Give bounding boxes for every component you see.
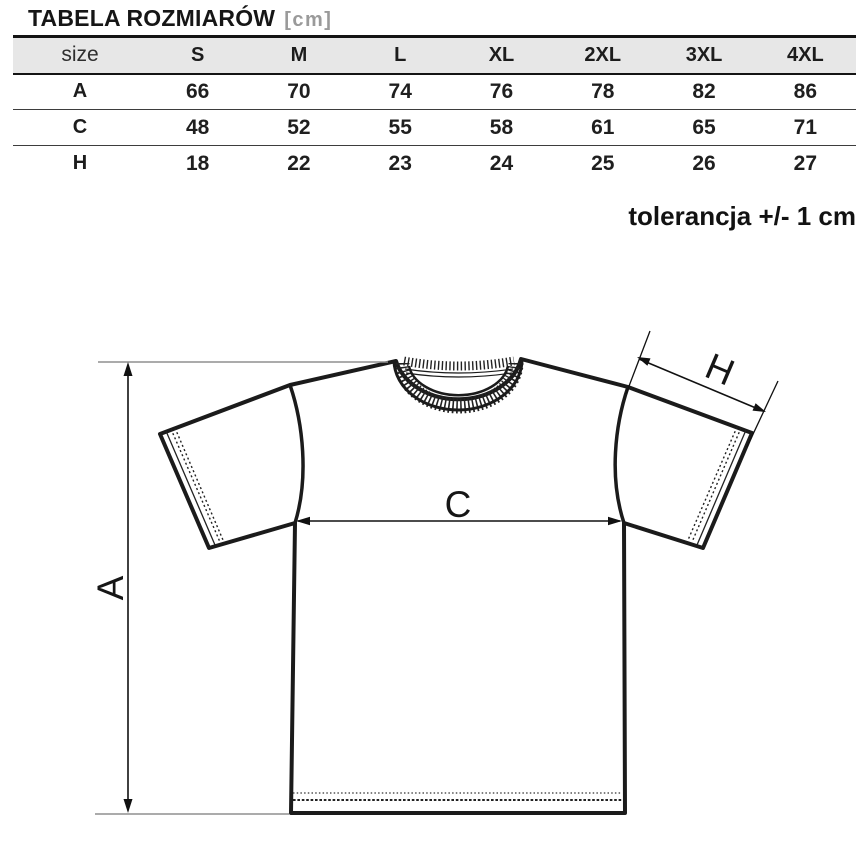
collar-seam-line-1 <box>404 368 514 374</box>
size-table-title-text: TABELA ROZMIARÓW <box>28 5 276 31</box>
size-table: size S M L XL 2XL 3XL 4XL A 66 70 74 76 78 82 86 C 48 52 5… <box>13 35 856 182</box>
col-header-2xl: 2XL <box>584 43 622 66</box>
col-header-size: size <box>61 43 99 67</box>
table-row-h: H 18 22 23 24 25 26 27 <box>13 146 856 182</box>
size-table-title: TABELA ROZMIARÓW [cm] <box>28 5 332 32</box>
dim-a-label: A <box>90 575 131 600</box>
size-value-cell: 26 <box>692 151 716 175</box>
size-value-cell: 65 <box>692 115 716 139</box>
dim-h-arrow-right <box>752 403 766 412</box>
size-value-cell: 23 <box>388 151 412 175</box>
right-cuff-seam-line <box>696 429 747 546</box>
tolerance-note: tolerancja +/- 1 cm <box>628 201 856 231</box>
col-header-3xl: 3XL <box>685 43 723 66</box>
collar-seam-line-2 <box>405 372 513 378</box>
size-value-cell: 22 <box>287 151 311 175</box>
dim-h-arrow-left <box>637 357 651 366</box>
size-value-cell: 86 <box>793 79 818 103</box>
size-value-cell: 61 <box>591 115 615 139</box>
collar-inner-edge <box>407 365 510 397</box>
dim-c-arrow-right <box>608 516 622 526</box>
left-armhole-seam <box>288 384 305 524</box>
shirt-outline <box>158 357 754 815</box>
right-cuff-stitch-2 <box>687 426 738 541</box>
size-value-cell: 55 <box>388 115 412 139</box>
col-header-4xl: 4XL <box>787 43 824 66</box>
size-value-cell: 82 <box>692 79 716 103</box>
table-body: A 66 70 74 76 78 82 86 C 48 52 55 58 61 65 71 H 18 22 23 24 2… <box>13 74 856 182</box>
size-value-cell: 58 <box>489 115 514 139</box>
col-header-l: L <box>394 43 407 66</box>
dim-c-arrow-left <box>296 516 310 526</box>
unit-label: [cm] <box>284 9 333 31</box>
row-label-h: H <box>72 152 88 175</box>
size-value-cell: 52 <box>287 115 311 139</box>
size-value-cell: 48 <box>185 115 210 139</box>
size-value-cell: 76 <box>489 79 514 103</box>
collar-outer-edge <box>392 358 524 412</box>
header-row: size S M L XL 2XL 3XL 4XL <box>13 36 856 74</box>
size-value-cell: 18 <box>185 151 210 175</box>
dim-h-line <box>638 358 764 412</box>
collar-back-rib-strip <box>403 356 515 371</box>
table-row-a: A 66 70 74 76 78 82 86 <box>13 74 856 110</box>
size-value-cell: 71 <box>793 115 818 139</box>
size-value-cell: 25 <box>591 151 615 175</box>
size-value-cell: 74 <box>388 79 412 103</box>
dim-h-extension-right <box>746 380 779 448</box>
dim-a-arrow-up <box>123 362 133 376</box>
size-value-cell: 78 <box>591 79 615 103</box>
left-cuff-stitch-2 <box>174 427 224 541</box>
dim-a-arrow-down <box>123 799 133 813</box>
dim-c-label: C <box>445 484 472 525</box>
col-header-m: M <box>290 43 308 66</box>
size-value-cell: 24 <box>489 151 514 175</box>
left-cuff-seam-line <box>165 430 216 546</box>
left-cuff-stitch-1 <box>170 428 221 543</box>
size-value-cell: 27 <box>793 151 818 175</box>
row-label-a: A <box>72 80 88 103</box>
row-label-c: C <box>72 116 88 138</box>
col-header-s: S <box>190 43 205 66</box>
dim-h-extension-left <box>625 330 651 395</box>
table-row-c: C 48 52 55 58 61 65 71 <box>13 110 856 146</box>
right-armhole-seam <box>613 386 630 524</box>
size-value-cell: 70 <box>287 79 311 103</box>
size-value-cell: 66 <box>185 79 210 103</box>
col-header-xl: XL <box>488 43 515 66</box>
